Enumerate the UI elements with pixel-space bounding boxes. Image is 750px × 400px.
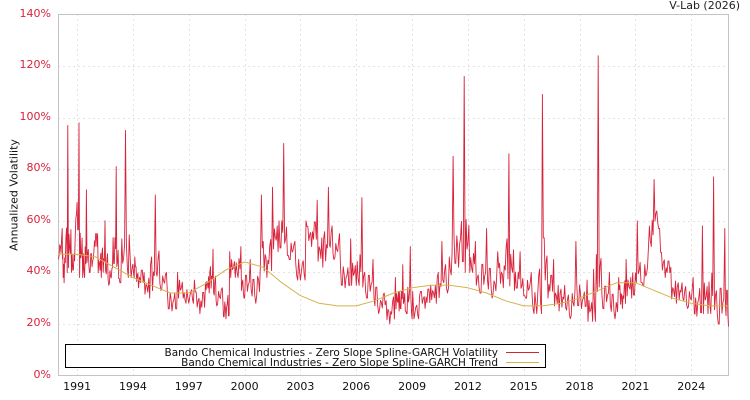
x-tick-label: 2003 [286,380,315,393]
y-tick-label: 60% [26,212,51,226]
x-tick-label: 2006 [342,380,371,393]
x-tick-label: 2021 [621,380,650,393]
x-tick-label: 2000 [230,380,259,393]
y-tick-label: 80% [26,161,51,175]
y-tick-label: 40% [26,264,51,278]
legend: Bando Chemical Industries - Zero Slope S… [65,344,546,369]
y-tick-label: 0% [33,367,51,381]
grid-lines [58,14,729,376]
x-tick-label: 2024 [677,380,706,393]
y-tick-label: 120% [19,58,51,72]
y-axis-label: Annualized Volatility [7,139,21,251]
y-tick-label: 100% [19,109,51,123]
x-tick-label: 1994 [118,380,147,393]
legend-label-volatility: Bando Chemical Industries - Zero Slope S… [164,346,498,359]
y-tick-label: 140% [19,6,51,20]
y-tick-label: 20% [26,315,51,329]
legend-swatch-trend [506,362,539,363]
x-tick-label: 2009 [398,380,427,393]
legend-item-trend: Bando Chemical Industries - Zero Slope S… [181,356,539,369]
x-tick-label: 1991 [63,380,92,393]
series-lines [58,55,729,327]
legend-swatch-volatility [506,352,539,353]
trend-line [58,253,729,307]
legend-label-trend: Bando Chemical Industries - Zero Slope S… [181,356,498,369]
legend-item-volatility: Bando Chemical Industries - Zero Slope S… [164,346,539,359]
x-tick-label: 2012 [453,380,482,393]
x-tick-label: 2015 [509,380,538,393]
x-tick-label: 2018 [565,380,594,393]
credit-label: V-Lab (2026) [669,0,740,12]
volatility-line [58,55,729,327]
x-tick-label: 1997 [174,380,203,393]
plot-frame [58,14,729,376]
